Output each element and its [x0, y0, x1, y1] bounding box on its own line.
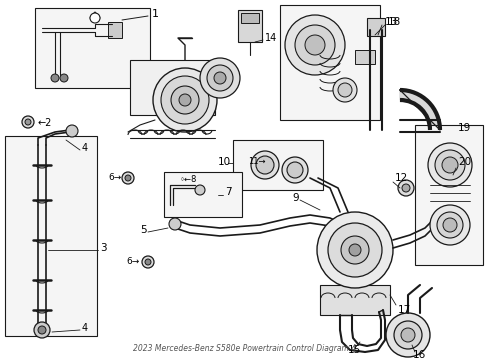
Text: 18: 18 — [388, 17, 401, 27]
Circle shape — [341, 236, 369, 264]
Text: 15: 15 — [348, 345, 361, 355]
Circle shape — [179, 94, 191, 106]
Circle shape — [317, 212, 393, 288]
Text: 6→: 6→ — [126, 257, 139, 266]
Circle shape — [282, 157, 308, 183]
Circle shape — [338, 83, 352, 97]
Circle shape — [333, 78, 357, 102]
Text: 17: 17 — [398, 305, 411, 315]
Text: 10: 10 — [218, 157, 231, 167]
Circle shape — [195, 185, 205, 195]
Text: 20: 20 — [458, 157, 471, 167]
Circle shape — [443, 218, 457, 232]
Bar — [164, 172, 242, 217]
Circle shape — [341, 223, 353, 235]
Circle shape — [66, 125, 78, 137]
Text: 13: 13 — [385, 17, 398, 27]
Text: 12: 12 — [395, 173, 408, 183]
Circle shape — [428, 143, 472, 187]
Bar — [35, 8, 150, 88]
Circle shape — [60, 74, 68, 82]
Text: 4: 4 — [82, 323, 88, 333]
Circle shape — [430, 205, 470, 245]
Circle shape — [349, 244, 361, 256]
Circle shape — [51, 74, 59, 82]
Text: 2023 Mercedes-Benz S580e Powertrain Control Diagram 4: 2023 Mercedes-Benz S580e Powertrain Cont… — [133, 344, 357, 353]
Circle shape — [25, 119, 31, 125]
Circle shape — [22, 116, 34, 128]
Circle shape — [161, 76, 209, 124]
Circle shape — [305, 35, 325, 55]
Text: 4: 4 — [82, 143, 88, 153]
Circle shape — [386, 313, 430, 357]
Polygon shape — [400, 90, 440, 130]
Text: 11→: 11→ — [248, 158, 266, 166]
Text: ←2: ←2 — [38, 118, 52, 128]
Circle shape — [287, 162, 303, 178]
Circle shape — [442, 157, 458, 173]
Circle shape — [435, 150, 465, 180]
Circle shape — [34, 322, 50, 338]
Bar — [320, 285, 390, 315]
Bar — [367, 18, 385, 36]
Circle shape — [402, 184, 410, 192]
Circle shape — [145, 259, 151, 265]
Circle shape — [122, 172, 134, 184]
Circle shape — [153, 68, 217, 132]
Bar — [108, 22, 122, 38]
Bar — [280, 5, 380, 120]
Circle shape — [125, 175, 131, 181]
Bar — [238, 10, 262, 42]
Circle shape — [214, 72, 226, 84]
Circle shape — [398, 180, 414, 196]
Circle shape — [256, 156, 274, 174]
Text: 6→: 6→ — [108, 174, 121, 183]
Circle shape — [437, 212, 463, 238]
Circle shape — [169, 218, 181, 230]
Circle shape — [295, 25, 335, 65]
Text: 5: 5 — [140, 225, 147, 235]
Circle shape — [200, 58, 240, 98]
Bar — [130, 60, 215, 115]
Text: 1: 1 — [152, 9, 159, 19]
Text: 14: 14 — [265, 33, 277, 43]
Circle shape — [38, 326, 46, 334]
Circle shape — [328, 223, 382, 277]
Circle shape — [251, 151, 279, 179]
Text: ◦←8: ◦←8 — [180, 175, 197, 184]
Bar — [241, 13, 259, 23]
Text: 16: 16 — [413, 350, 426, 360]
Bar — [233, 140, 323, 190]
Text: 3: 3 — [100, 243, 107, 253]
Circle shape — [207, 65, 233, 91]
Bar — [415, 125, 483, 265]
Circle shape — [142, 256, 154, 268]
Circle shape — [285, 15, 345, 75]
Circle shape — [394, 321, 422, 349]
Text: 19: 19 — [458, 123, 471, 133]
Circle shape — [90, 13, 100, 23]
Circle shape — [171, 86, 199, 114]
Bar — [5, 136, 97, 336]
Bar — [355, 50, 375, 64]
Text: 9: 9 — [292, 193, 298, 203]
Circle shape — [401, 328, 415, 342]
Text: 7: 7 — [225, 187, 232, 197]
